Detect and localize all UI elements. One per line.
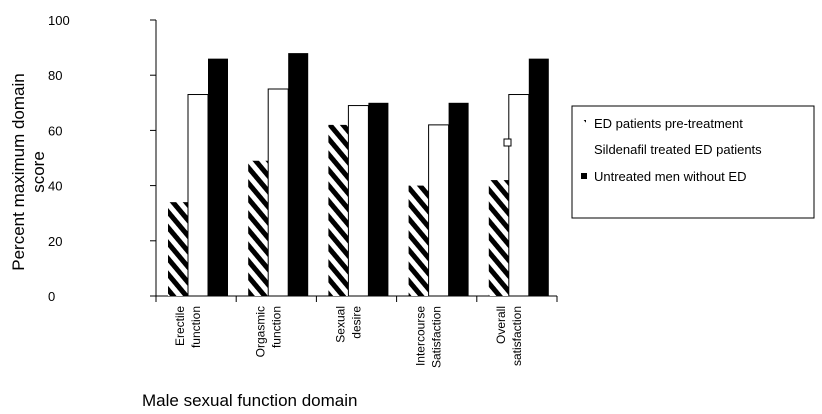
bar-2 [347,105,369,297]
category-label: Overall [494,306,508,344]
category-label: Orgasmic [253,306,267,357]
bar-1 [248,160,269,296]
category-label: Sexual [334,306,348,343]
y-tick-label: 20 [48,234,62,249]
y-tick-label: 60 [48,123,62,138]
legend-swatch-hollow [503,138,512,147]
bar-2 [267,88,289,297]
y-tick-label: 0 [48,289,55,304]
legend-box [571,105,815,219]
y-axis-title-line-1: Percent maximum domain [9,73,28,270]
legend-swatch [581,173,587,179]
category-label: Satisfaction [430,306,444,368]
legend-label: Sildenafil treated ED patients [594,142,762,157]
bar-3 [448,102,469,296]
bar-3 [528,58,549,296]
bar-1 [488,180,509,296]
y-axis-ticks: 0 20 40 60 80 100 [48,13,156,304]
category-label: function [269,306,283,348]
legend: ED patients pre-treatment Sildenafil trea… [503,105,815,219]
bar-1 [408,185,429,296]
bar-1 [328,124,349,296]
y-axis-title-line-2: score [29,151,48,193]
bar-2 [187,94,209,297]
category-label: Erectile [173,306,187,346]
x-axis-title: Male sexual function domain [142,391,357,410]
bar-3 [288,53,309,297]
category-label: desire [350,306,364,339]
y-tick-label: 100 [48,13,70,28]
y-tick-label: 80 [48,68,62,83]
y-tick-label: 40 [48,179,62,194]
legend-label: Untreated men without ED [594,169,746,184]
category-labels: Erectile function Orgasmic function Sexual de… [173,306,524,368]
bar-1 [168,202,188,296]
bar-2 [508,94,530,297]
legend-swatch [582,120,586,126]
bar-2 [428,124,450,297]
category-label: Intercourse [414,306,428,366]
legend-label: ED patients pre-treatment [594,116,743,131]
bar-3 [368,102,389,296]
category-label: function [189,306,203,348]
bars-group [168,53,549,297]
x-axis-ticks [155,296,558,302]
category-label: satisfaction [510,306,524,366]
bar-3 [208,58,228,296]
